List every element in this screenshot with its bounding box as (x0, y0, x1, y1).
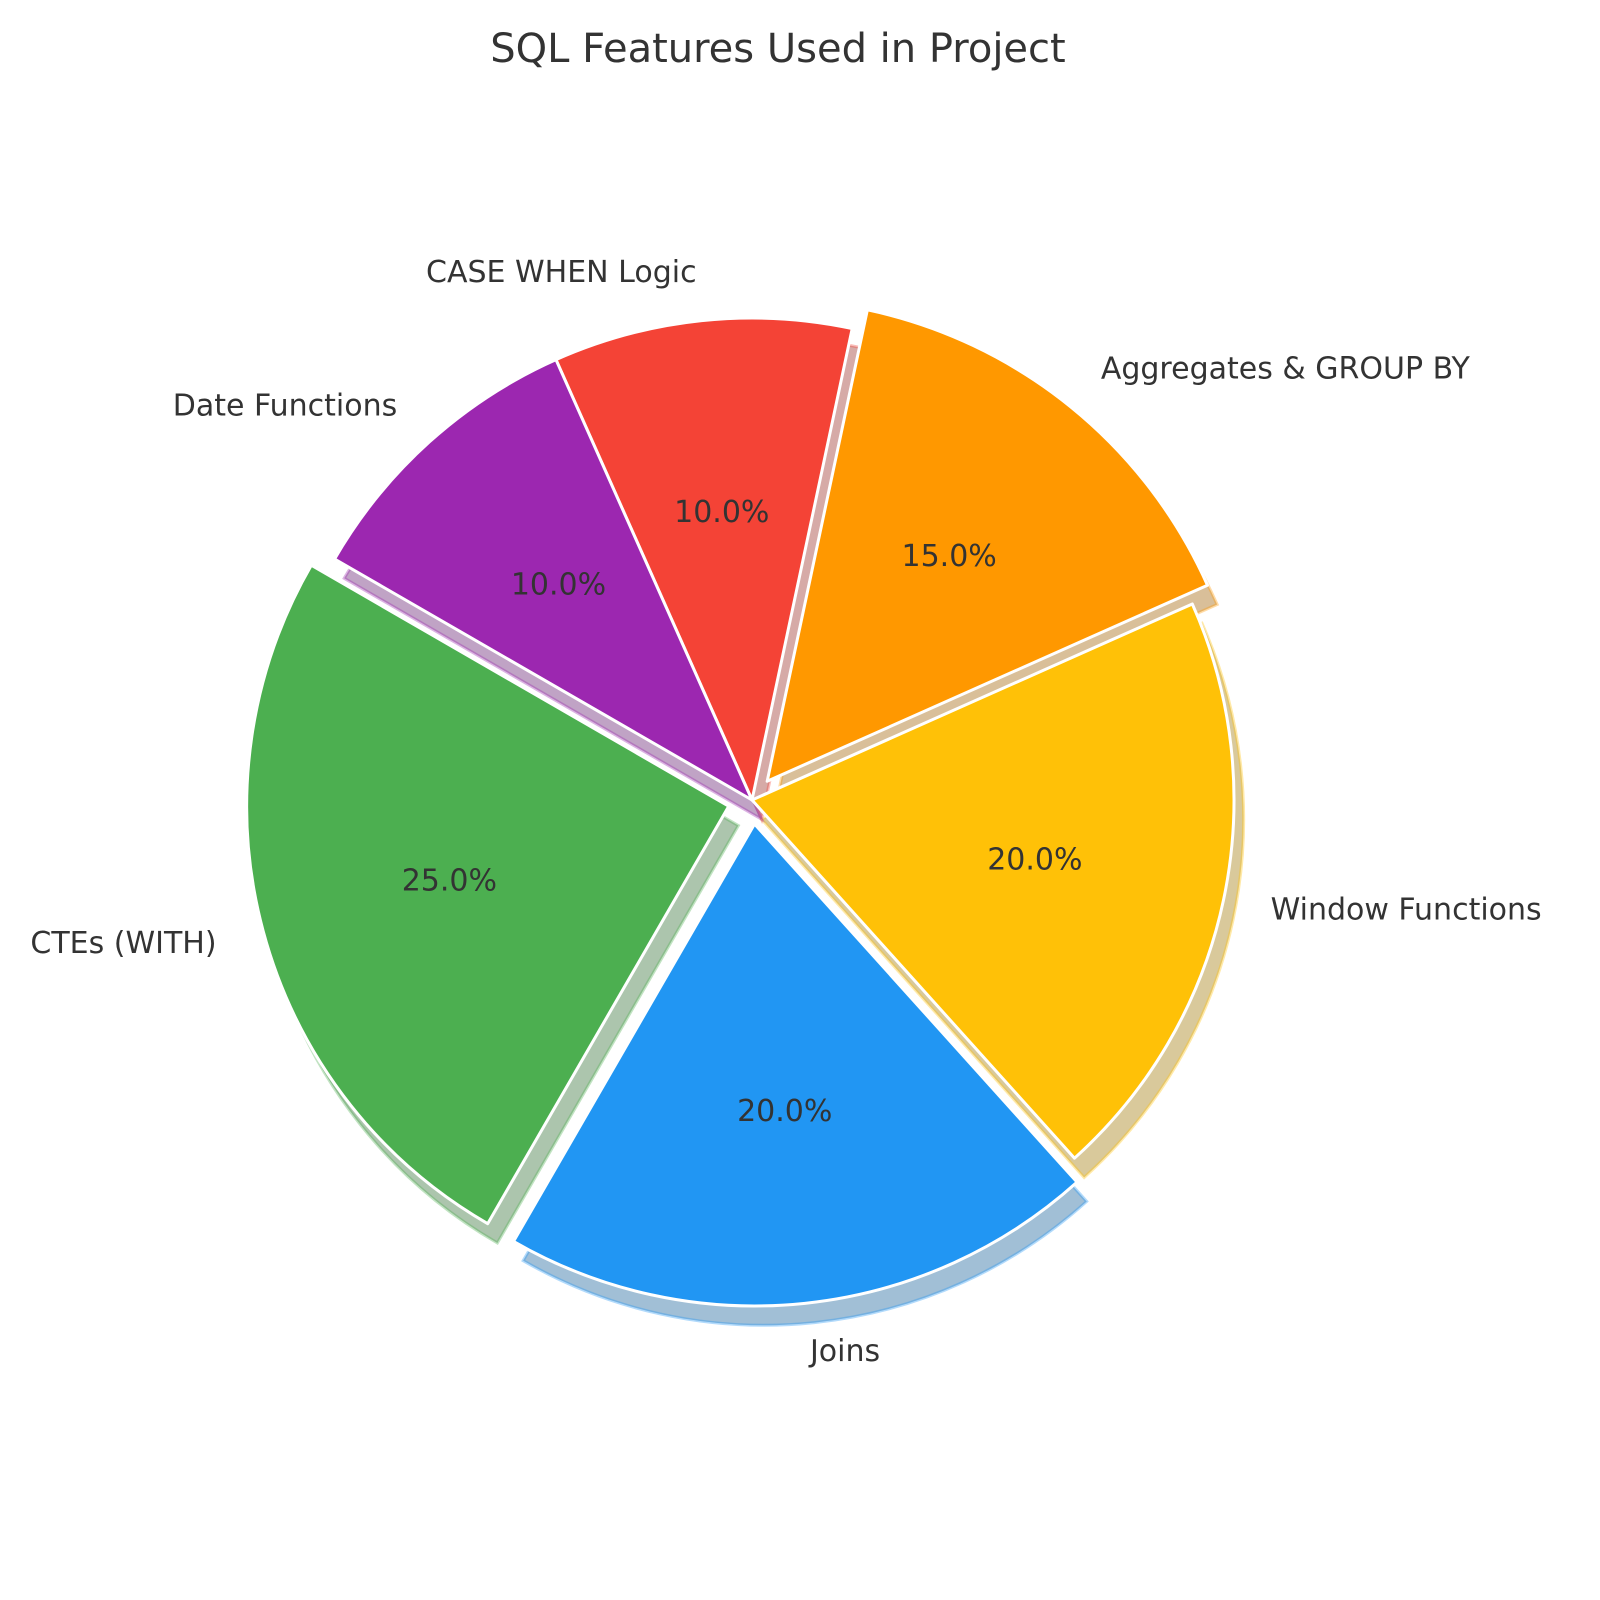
slice-label-aggregates-group-by: Aggregates & GROUP BY (1101, 352, 1471, 387)
slice-pct-label-joins: 20.0% (737, 1094, 832, 1129)
slice-label-case-when-logic: CASE WHEN Logic (426, 255, 697, 290)
slice-pct-label-date-functions: 10.0% (511, 568, 606, 603)
slice-date-functions (333, 358, 754, 802)
slice-layer (245, 308, 1236, 1308)
slice-pct-label-aggregates-group-by: 15.0% (902, 539, 997, 574)
slice-pct-label-ctes-with: 25.0% (402, 864, 497, 899)
slice-case-when-logic (554, 316, 854, 802)
label-layer: Joins 20.0% Window Functions 20.0% Aggregate… (30, 255, 1541, 1369)
slice-label-window-functions: Window Functions (1271, 893, 1542, 928)
slice-ctes-with (245, 563, 731, 1226)
slice-label-joins: Joins (808, 1334, 880, 1369)
slice-joins (512, 822, 1079, 1308)
slice-pct-label-case-when-logic: 10.0% (674, 495, 769, 530)
slice-aggregates-group-by (765, 308, 1209, 783)
slice-pct-label-window-functions: 20.0% (987, 843, 1082, 878)
chart-title: SQL Features Used in Project (490, 26, 1065, 72)
slice-window-functions (750, 602, 1236, 1160)
slice-label-date-functions: Date Functions (173, 388, 397, 423)
slice-label-ctes-with: CTEs (WITH) (30, 926, 216, 961)
